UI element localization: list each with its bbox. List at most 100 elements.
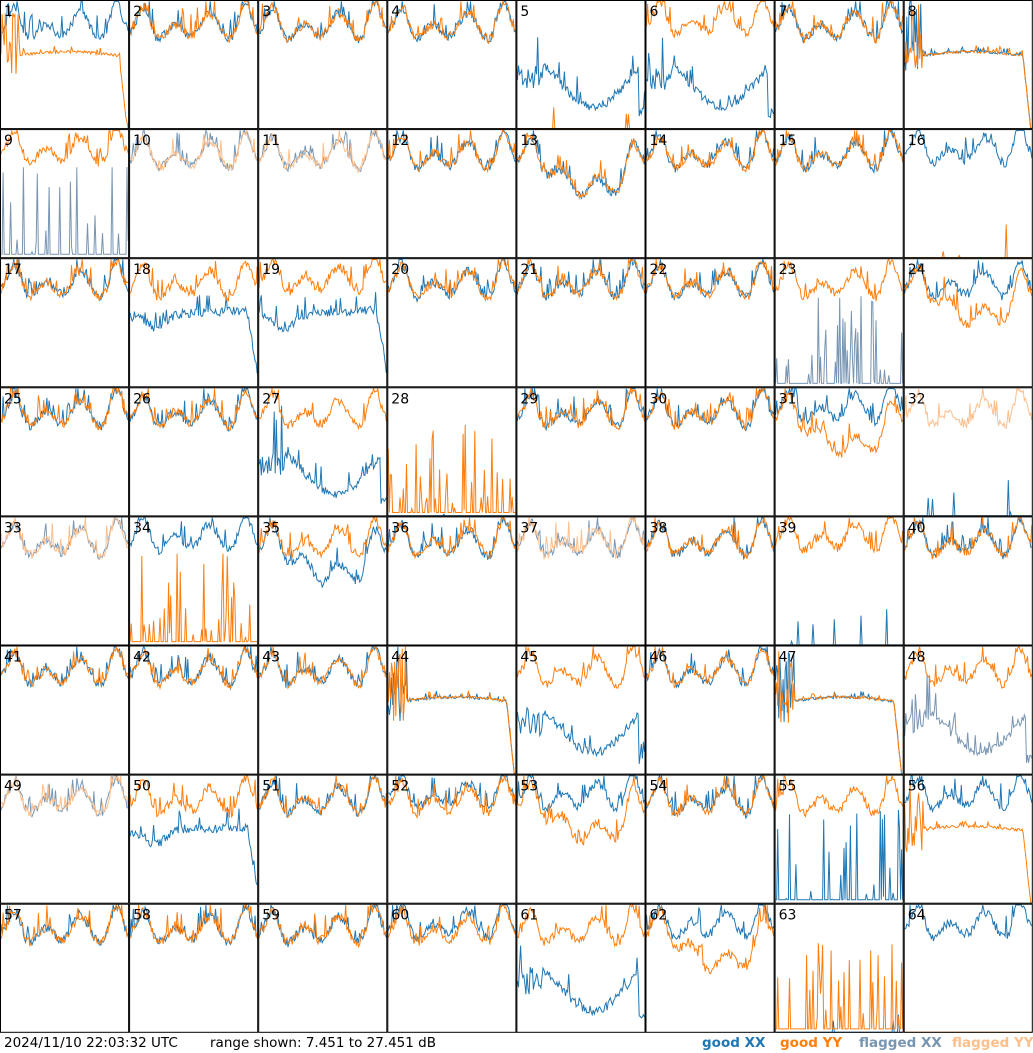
panel-border [516,774,646,904]
panel-border [129,129,259,259]
trace-yy-14 [646,128,775,173]
trace-yy-24 [904,263,1033,329]
trace-xx-29 [516,388,645,432]
trace-yy-50 [129,775,258,819]
trace-yy-21 [517,258,645,301]
trace-xx-27 [258,405,387,504]
trace-xx-5 [516,37,645,117]
panel-border [903,516,1033,646]
panel-label: 40 [908,520,926,536]
trace-yy-20 [387,258,516,302]
panel-border [258,774,388,904]
trace-yy-39 [775,516,904,554]
panel-2: 2 [129,0,259,130]
panel-54: 54 [645,774,775,904]
panel-label: 43 [262,650,280,666]
trace-xx-19 [258,292,387,374]
panel-8: 8 [903,0,1033,130]
panel-border [516,645,646,775]
panel-label: 8 [908,4,917,20]
trace-yy-55 [775,774,904,818]
trace-xx-44 [387,646,516,775]
panel-43: 43 [258,645,388,775]
trace-xx-39 [775,609,903,646]
trace-yy-33 [0,517,129,560]
panel-label: 14 [650,133,668,149]
panel-10: 10 [129,128,259,259]
trace-xx-53 [516,775,645,814]
panel-border [645,903,775,1033]
trace-xx-35 [258,517,387,589]
panel-label: 52 [391,779,409,795]
trace-yy-62 [646,904,775,975]
panel-5: 5 [516,0,646,130]
panel-38: 38 [645,515,775,646]
panel-label: 24 [908,262,926,278]
panel-label: 16 [908,133,926,149]
trace-xx-23 [775,296,904,384]
panel-border [387,129,517,259]
trace-xx-48 [904,673,1033,763]
panel-label: 59 [262,908,280,924]
trace-yy-44 [387,646,516,775]
trace-xx-45 [516,706,645,764]
panel-border [903,903,1033,1033]
panel-border [387,0,517,130]
trace-yy-38 [646,515,775,559]
panel-7: 7 [774,0,904,130]
panel-label: 21 [520,262,538,278]
panel-border [387,903,517,1033]
panel-label: 18 [133,262,151,278]
panel-label: 36 [391,520,409,536]
panel-label: 6 [650,4,659,20]
panel-border [645,516,775,646]
trace-xx-56 [904,774,1033,814]
trace-yy-23 [775,258,903,302]
panel-49: 49 [0,774,130,904]
panel-border [774,258,904,388]
trace-yy-58 [129,904,258,944]
trace-xx-36 [387,515,516,561]
panel-label: 5 [520,4,529,20]
panel-24: 24 [903,258,1033,388]
panel-27: 27 [258,386,388,517]
footer: 2024/11/10 22:03:32 UTC range shown: 7.4… [0,1033,1033,1053]
panel-42: 42 [129,645,259,775]
legend-good-yy: good YY [780,1035,843,1051]
panel-label: 1 [4,4,13,20]
panel-label: 27 [262,391,280,407]
panel-border [258,516,388,646]
panel-19: 19 [258,258,388,388]
panel-border [258,387,388,517]
panel-46: 46 [645,645,775,775]
panel-label: 29 [520,391,538,407]
trace-yy-51 [258,774,387,819]
panel-border [0,774,130,904]
panel-border [774,645,904,775]
panel-border [516,516,646,646]
panel-border [516,387,646,517]
panel-31: 31 [774,387,904,517]
panel-22: 22 [645,257,775,388]
trace-yy-11 [258,129,387,173]
panel-9: 9 [0,128,130,259]
trace-yy-26 [129,388,258,432]
panel-40: 40 [903,516,1033,646]
trace-xx-61 [516,945,645,1019]
panel-32: 32 [903,387,1033,517]
panel-label: 32 [908,391,926,407]
panel-label: 15 [779,133,797,149]
trace-yy-1 [0,12,129,129]
trace-yy-36 [387,517,516,560]
trace-yy-47 [775,651,903,775]
trace-xx-47 [775,651,903,775]
trace-yy-35 [258,517,387,559]
panel-label: 60 [391,908,409,924]
panel-label: 25 [4,391,22,407]
panel-14: 14 [645,128,775,259]
panel-label: 3 [262,4,271,20]
panel-border [516,0,646,130]
trace-xx-8 [904,0,1032,129]
panel-63: 63 [774,903,904,1033]
trace-xx-34 [129,515,258,556]
